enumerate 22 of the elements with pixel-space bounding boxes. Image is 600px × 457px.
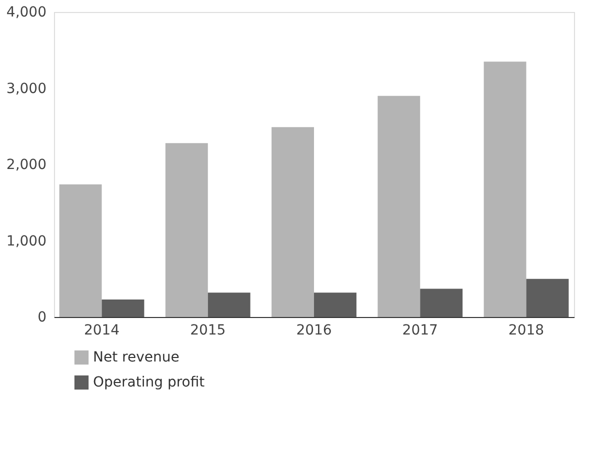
y-tick-label: 4,000 [6,4,46,20]
y-tick-label: 1,000 [6,233,46,250]
legend-label: Net revenue [93,350,180,366]
y-tick-label: 0 [38,310,46,326]
legend-label: Operating profit [93,374,206,390]
bar [102,299,144,317]
x-tick-label: 2014 [84,322,120,338]
bar [272,127,314,317]
x-tick-label: 2018 [508,322,544,338]
bar [59,184,102,317]
y-tick-label: 2,000 [6,157,46,173]
x-tick-label: 2016 [296,322,332,338]
x-tick-label: 2017 [402,322,438,338]
bar [526,278,569,317]
bar [420,288,463,317]
bar [208,292,250,317]
bar [314,292,356,317]
bar [165,143,208,317]
bar [378,96,420,317]
bar [484,62,526,317]
y-tick-label: 3,000 [6,80,46,97]
x-tick-label: 2015 [190,322,226,338]
